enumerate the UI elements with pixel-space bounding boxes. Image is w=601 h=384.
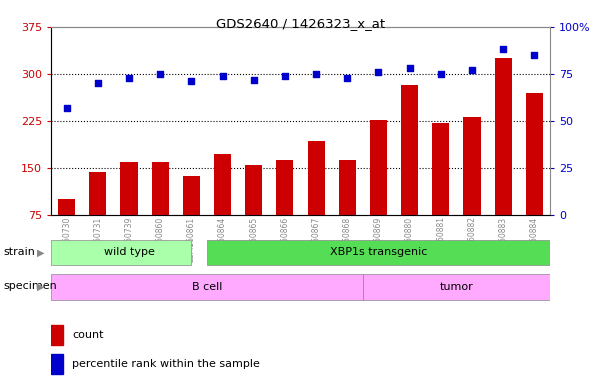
Text: wild type: wild type	[103, 247, 154, 258]
Bar	[526, 93, 543, 262]
Bar	[120, 162, 138, 262]
Bar	[463, 117, 481, 262]
Bar	[276, 160, 293, 262]
Bar	[90, 172, 106, 262]
Point	[436, 71, 445, 77]
Text: ▶: ▶	[37, 248, 44, 258]
Point	[186, 78, 196, 84]
Point	[374, 69, 383, 75]
Point	[529, 52, 539, 58]
Bar	[183, 175, 200, 262]
Point	[124, 74, 134, 81]
Bar	[51, 274, 363, 300]
Text: specimen: specimen	[3, 281, 56, 291]
Bar	[51, 354, 63, 374]
Bar	[339, 160, 356, 262]
Bar	[245, 165, 262, 262]
Text: count: count	[72, 330, 103, 340]
Point	[156, 71, 165, 77]
Text: tumor: tumor	[439, 282, 473, 292]
Point	[249, 76, 258, 83]
Text: ▶: ▶	[37, 282, 44, 292]
Bar	[51, 325, 63, 344]
Point	[498, 46, 508, 53]
Bar	[214, 154, 231, 262]
Bar	[51, 240, 191, 265]
Bar	[58, 199, 75, 262]
Point	[467, 67, 477, 73]
Point	[405, 65, 415, 71]
Bar	[432, 123, 450, 262]
Bar	[207, 240, 550, 265]
Bar	[151, 162, 169, 262]
Bar	[495, 58, 511, 262]
Point	[62, 105, 72, 111]
Text: percentile rank within the sample: percentile rank within the sample	[72, 359, 260, 369]
Point	[280, 73, 290, 79]
Point	[93, 80, 103, 86]
Bar	[401, 84, 418, 262]
Bar	[370, 120, 387, 262]
Text: strain: strain	[3, 247, 35, 257]
Bar	[308, 141, 325, 262]
Point	[311, 71, 321, 77]
Point	[343, 74, 352, 81]
Point	[218, 73, 227, 79]
Text: B cell: B cell	[192, 282, 222, 292]
Bar	[363, 274, 550, 300]
Text: XBP1s transgenic: XBP1s transgenic	[330, 247, 427, 258]
Text: GDS2640 / 1426323_x_at: GDS2640 / 1426323_x_at	[216, 17, 385, 30]
